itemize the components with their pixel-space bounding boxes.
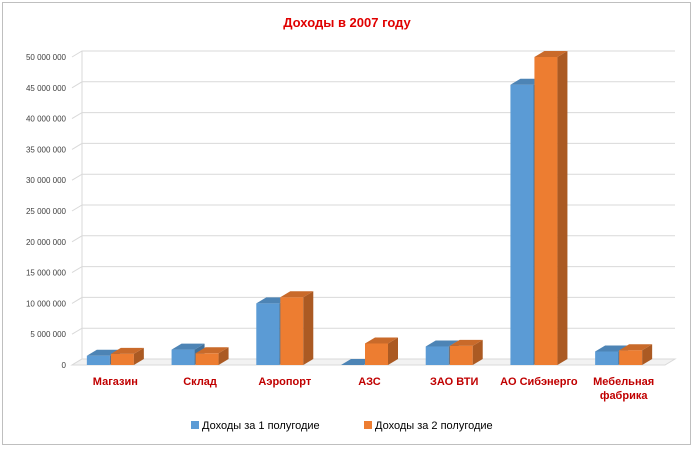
bar-2 [619,344,653,365]
legend-label-series-2: Доходы за 2 полугодие [375,420,493,432]
y-tick-label: 50 000 000 [26,53,67,62]
bar-top [425,340,459,347]
bar-2 [365,337,398,365]
bar-front [425,346,449,365]
bar-top [110,347,144,354]
bar-2 [280,291,314,365]
gridline [71,235,675,243]
grid-lines [71,50,675,366]
y-tick-label: 10 000 000 [26,299,67,308]
bar-top [619,344,653,351]
bar-front [256,303,280,365]
gridline [71,112,675,120]
y-tick-label: 35 000 000 [26,145,67,154]
bar-front [619,350,643,365]
bar-top [195,347,229,354]
category-labels: Магазин Склад Аэропорт АЗС ЗАО ВТИ АО Сибэнер… [93,376,654,402]
gridline [71,173,675,181]
gridline [71,81,675,89]
y-tick-label: 25 000 000 [26,207,67,216]
bar-side [133,347,144,365]
category-label: Склад [183,376,217,388]
bar-side [642,344,653,365]
bar-front [280,297,304,365]
gridline [71,327,675,335]
legend-item-series-2: Доходы за 2 полугодие [364,420,493,432]
bar-front [195,353,219,365]
bar-front [510,84,534,365]
gridline [71,266,675,274]
y-tick-label: 5 000 000 [30,330,66,339]
y-tick-label: 0 [62,361,67,370]
legend-swatch-series-2 [364,421,372,429]
legend-label-series-1: Доходы за 1 полугодие [202,420,320,432]
bar-top [280,291,314,298]
category-label: АО Сибэнерго [500,376,578,388]
legend: Доходы за 1 полугодие Доходы за 2 полуго… [191,420,493,432]
y-tick-label: 45 000 000 [26,84,67,93]
bar-side [218,347,229,365]
category-label: Аэропорт [258,376,312,388]
bar-side [303,291,314,365]
bar-2 [534,51,568,365]
bar-front [449,345,473,365]
bar-side [388,337,398,365]
bar-side [557,51,568,365]
category-label: Мебельная фабрика [593,376,654,402]
bar-front [171,349,195,365]
bar-top [449,339,483,346]
bar-side [472,339,483,365]
y-axis-ticks: 0 5 000 000 10 000 000 15 000 000 20 000 000… [26,53,67,370]
legend-item-series-1: Доходы за 1 полугодие [191,420,320,432]
bars [86,51,653,365]
bar-front [534,57,558,365]
y-tick-label: 15 000 000 [26,269,67,278]
bar-top [171,343,205,350]
bar-top [534,51,568,57]
bar-2 [110,347,144,365]
gridline [71,50,675,58]
chart-frame [2,2,691,445]
bar-2 [449,339,483,365]
bar-top [365,337,398,344]
legend-swatch-series-1 [191,421,199,429]
category-label: ЗАО ВТИ [430,376,479,388]
gridline [71,296,675,304]
y-tick-label: 30 000 000 [26,176,67,185]
bar-front [110,353,134,365]
y-tick-label: 40 000 000 [26,115,67,124]
category-label: АЗС [358,376,381,388]
chart-title: Доходы в 2007 году [283,15,411,30]
category-label: Магазин [93,376,138,388]
y-tick-label: 20 000 000 [26,238,67,247]
bar-2 [195,347,229,365]
gridline [71,204,675,212]
bar-front [365,343,388,365]
bar-front [595,351,619,365]
gridline [71,142,675,150]
bar-front [86,355,110,365]
